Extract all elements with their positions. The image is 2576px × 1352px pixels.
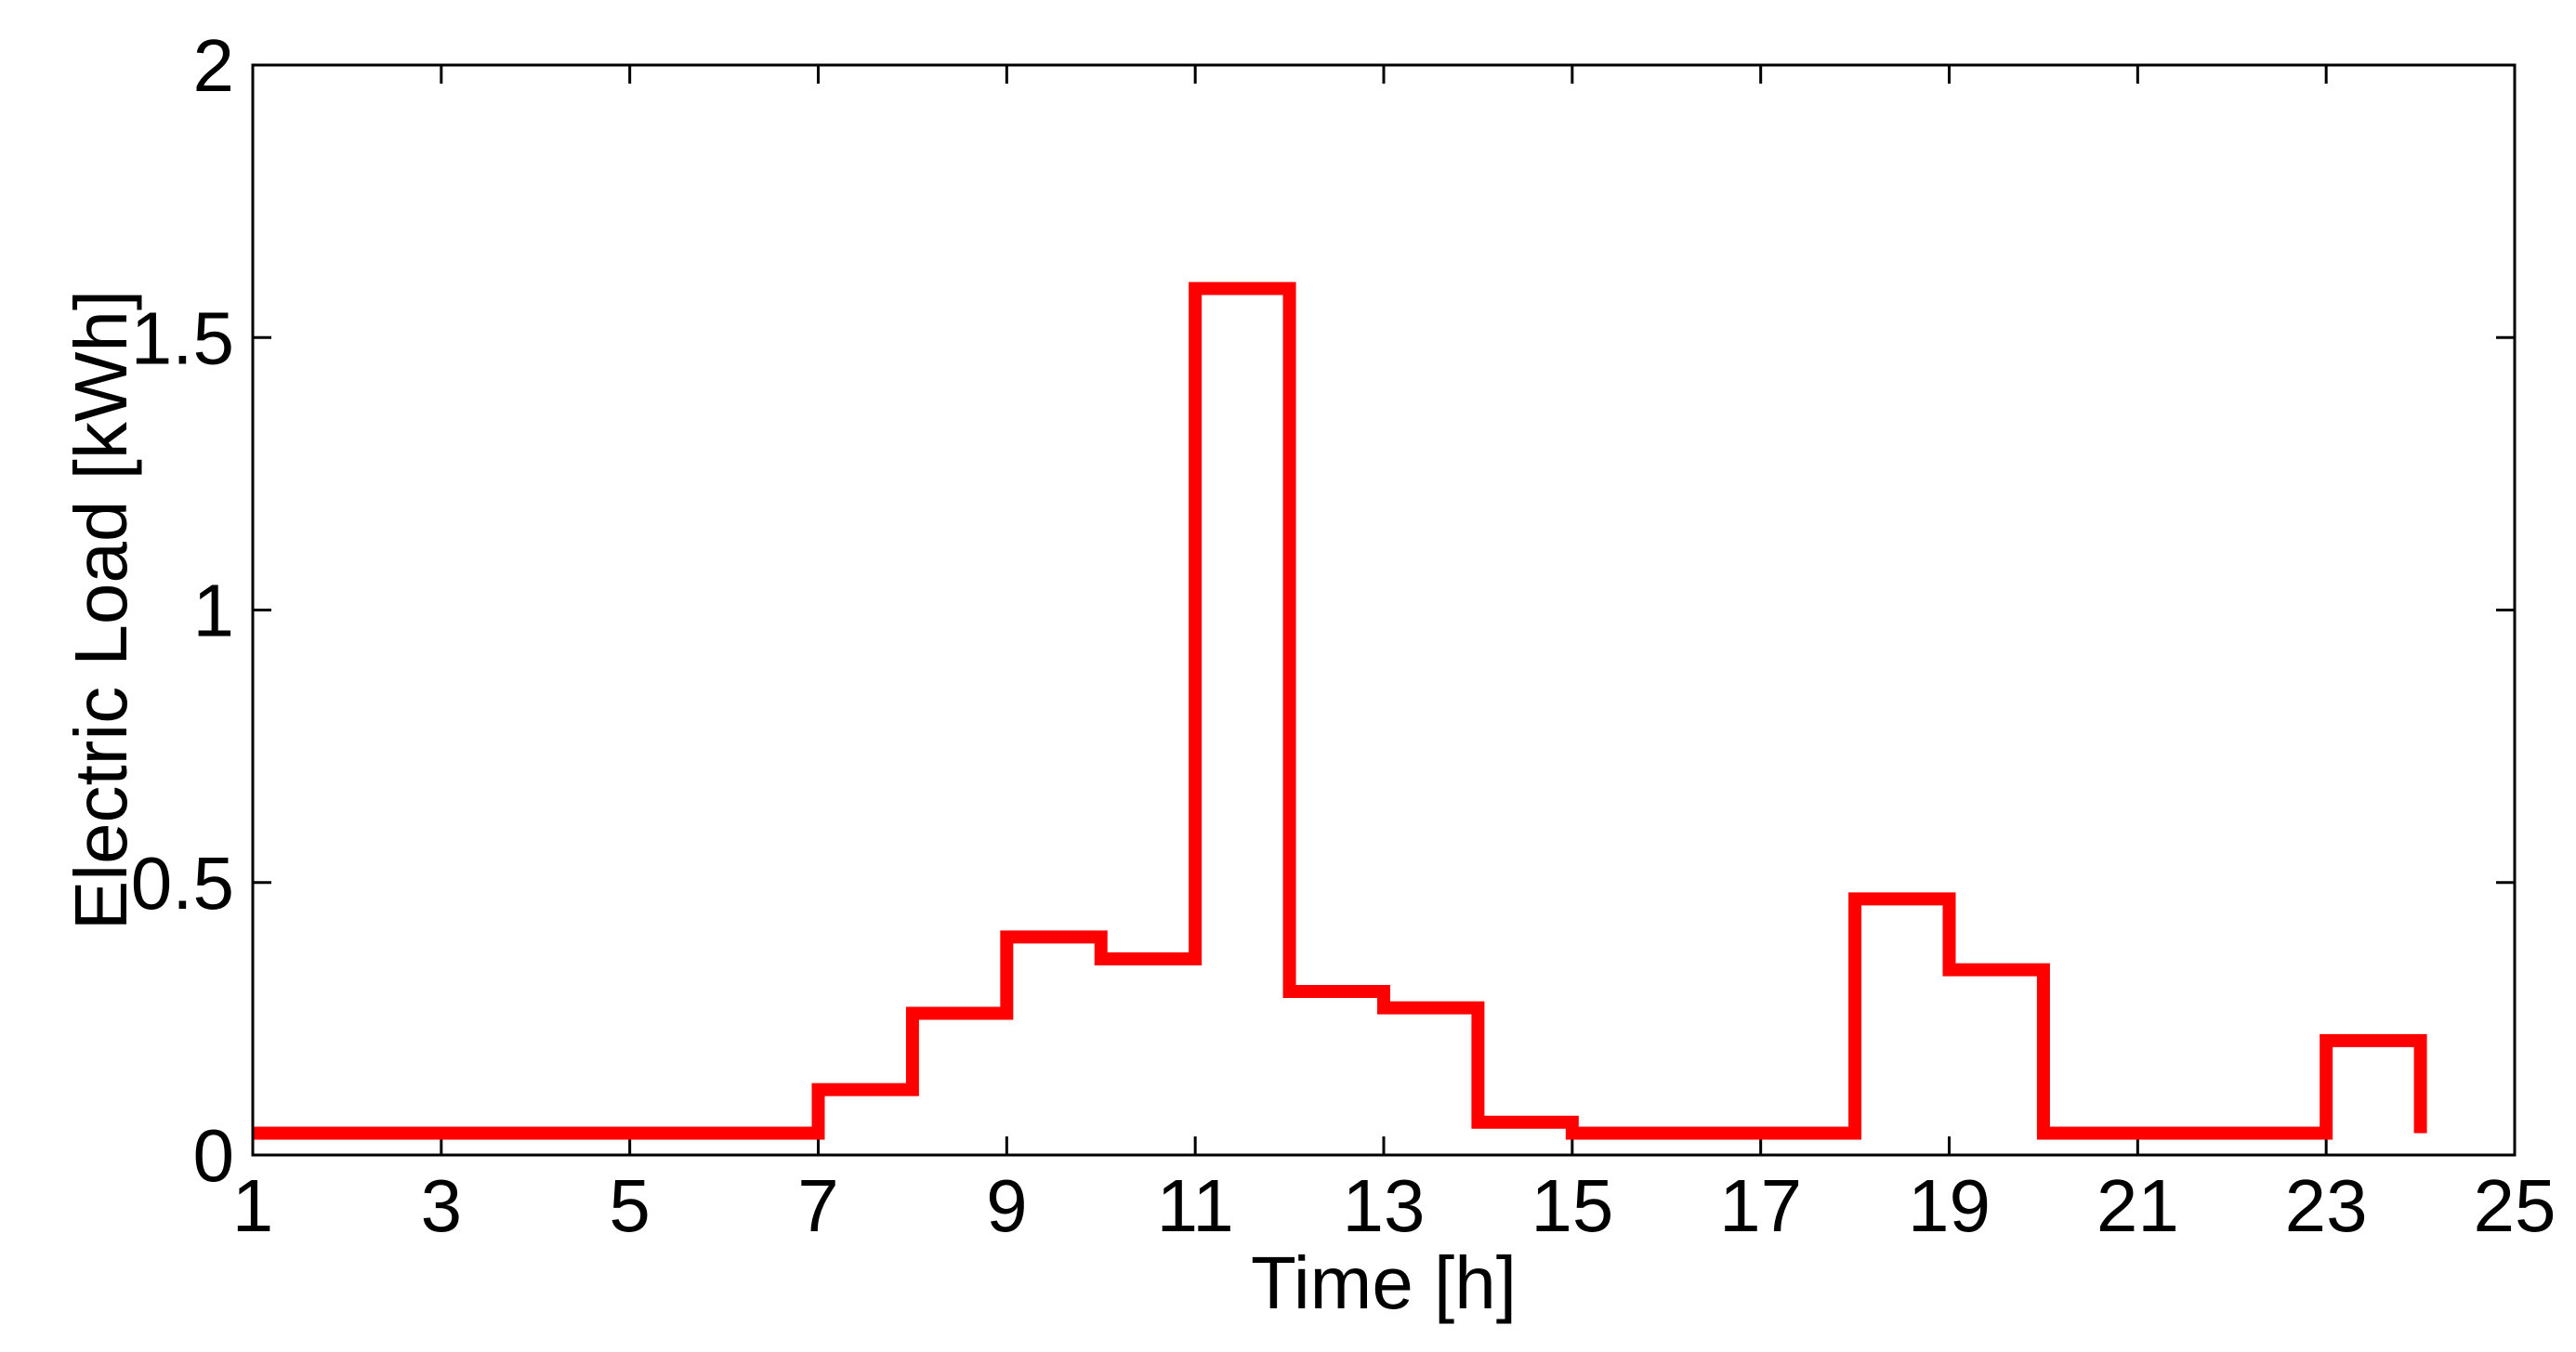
y-tick-label: 0.5 <box>131 842 234 925</box>
x-tick-label: 1 <box>232 1164 274 1247</box>
y-axis-label: Electric Load [kWh] <box>59 290 142 930</box>
y-tick-label: 2 <box>193 24 235 107</box>
plot-area-frame <box>251 63 2517 1157</box>
x-tick-label: 11 <box>1157 1164 1234 1247</box>
x-axis-label: Time [h] <box>1251 1241 1517 1324</box>
y-tick-label: 1.5 <box>131 296 234 379</box>
x-tick-label: 13 <box>1343 1164 1426 1247</box>
x-tick-label: 25 <box>2474 1164 2556 1247</box>
x-tick-label: 5 <box>609 1164 651 1247</box>
series-line <box>253 282 2427 1140</box>
x-tick-label: 21 <box>2096 1164 2179 1247</box>
x-tick-label: 9 <box>986 1164 1028 1247</box>
y-tick-label: 0 <box>193 1114 235 1197</box>
x-tick-label: 3 <box>421 1164 463 1247</box>
x-tick-label: 23 <box>2285 1164 2368 1247</box>
x-tick-label: 15 <box>1531 1164 1613 1247</box>
x-tick-label: 19 <box>1908 1164 1991 1247</box>
x-tick-label: 7 <box>797 1164 839 1247</box>
series-layer <box>253 282 2427 1140</box>
y-tick-label: 1 <box>193 570 235 652</box>
x-tick-label: 17 <box>1719 1164 1802 1247</box>
